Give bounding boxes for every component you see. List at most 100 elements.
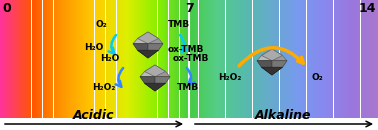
Bar bbox=[373, 0, 375, 118]
Bar bbox=[77, 0, 79, 118]
Bar bbox=[99, 0, 101, 118]
Bar bbox=[310, 0, 311, 118]
Bar bbox=[248, 0, 249, 118]
Bar bbox=[221, 0, 222, 118]
Bar bbox=[230, 0, 232, 118]
Bar bbox=[88, 0, 90, 118]
Bar bbox=[349, 0, 351, 118]
Bar bbox=[31, 0, 33, 118]
Text: Acidic: Acidic bbox=[73, 109, 115, 122]
Text: 0: 0 bbox=[2, 2, 11, 15]
Bar bbox=[30, 0, 31, 118]
Bar bbox=[308, 0, 310, 118]
Bar bbox=[8, 0, 9, 118]
Bar bbox=[205, 0, 206, 118]
Bar bbox=[359, 0, 361, 118]
Bar bbox=[324, 0, 325, 118]
Bar bbox=[286, 0, 287, 118]
Bar bbox=[289, 0, 291, 118]
Bar bbox=[218, 0, 219, 118]
Bar bbox=[281, 0, 283, 118]
Bar bbox=[150, 0, 151, 118]
Bar bbox=[126, 0, 127, 118]
Bar bbox=[183, 0, 184, 118]
Bar bbox=[98, 0, 99, 118]
Bar bbox=[192, 0, 194, 118]
Bar bbox=[216, 0, 217, 118]
Bar bbox=[73, 0, 74, 118]
Bar bbox=[299, 0, 300, 118]
Bar bbox=[245, 0, 246, 118]
Bar bbox=[39, 0, 41, 118]
Bar bbox=[5, 0, 6, 118]
Bar bbox=[120, 0, 121, 118]
Text: H₂O: H₂O bbox=[100, 54, 119, 63]
Text: H₂O₂: H₂O₂ bbox=[218, 73, 242, 82]
Bar bbox=[36, 0, 38, 118]
Bar bbox=[376, 0, 378, 118]
Bar bbox=[66, 0, 68, 118]
Bar bbox=[296, 0, 297, 118]
Bar bbox=[87, 0, 88, 118]
Bar bbox=[180, 0, 181, 118]
Bar bbox=[154, 0, 156, 118]
Bar bbox=[94, 0, 96, 118]
Bar bbox=[181, 0, 183, 118]
Bar bbox=[375, 0, 376, 118]
Bar bbox=[19, 0, 20, 118]
Bar bbox=[134, 0, 135, 118]
Bar bbox=[191, 0, 192, 118]
Bar bbox=[254, 0, 256, 118]
Bar bbox=[319, 0, 321, 118]
Bar bbox=[11, 0, 12, 118]
Text: H₂O₂: H₂O₂ bbox=[92, 83, 115, 92]
Polygon shape bbox=[148, 44, 163, 58]
Bar bbox=[109, 0, 110, 118]
Bar bbox=[151, 0, 153, 118]
Bar bbox=[346, 0, 348, 118]
Bar bbox=[28, 0, 30, 118]
Bar bbox=[271, 0, 273, 118]
Bar bbox=[60, 0, 61, 118]
Polygon shape bbox=[144, 65, 166, 77]
Bar bbox=[227, 0, 229, 118]
Bar bbox=[189, 0, 191, 118]
Bar bbox=[302, 0, 303, 118]
Polygon shape bbox=[272, 61, 287, 75]
Bar bbox=[159, 0, 161, 118]
Bar bbox=[263, 0, 265, 118]
Bar bbox=[12, 0, 14, 118]
Bar bbox=[35, 0, 36, 118]
Bar bbox=[96, 0, 98, 118]
Bar bbox=[275, 0, 276, 118]
Bar bbox=[74, 0, 76, 118]
Polygon shape bbox=[155, 65, 170, 77]
Bar bbox=[327, 0, 329, 118]
Bar bbox=[262, 0, 263, 118]
Bar bbox=[16, 0, 17, 118]
Bar bbox=[6, 0, 8, 118]
Bar bbox=[224, 0, 225, 118]
Bar bbox=[202, 0, 203, 118]
Bar bbox=[214, 0, 216, 118]
Bar bbox=[25, 0, 27, 118]
Bar bbox=[235, 0, 237, 118]
Bar bbox=[324, 0, 325, 118]
Bar bbox=[370, 0, 372, 118]
Bar bbox=[172, 0, 173, 118]
Bar bbox=[240, 0, 241, 118]
Bar bbox=[343, 0, 345, 118]
Bar bbox=[219, 0, 221, 118]
Bar bbox=[118, 0, 119, 118]
Polygon shape bbox=[138, 50, 158, 58]
Polygon shape bbox=[138, 32, 158, 44]
Bar bbox=[200, 0, 201, 118]
Bar bbox=[251, 0, 253, 118]
Bar bbox=[365, 0, 367, 118]
Bar bbox=[142, 0, 143, 118]
Bar bbox=[267, 0, 268, 118]
Bar bbox=[101, 0, 102, 118]
Bar bbox=[23, 0, 25, 118]
Bar bbox=[65, 0, 66, 118]
Bar bbox=[211, 0, 213, 118]
